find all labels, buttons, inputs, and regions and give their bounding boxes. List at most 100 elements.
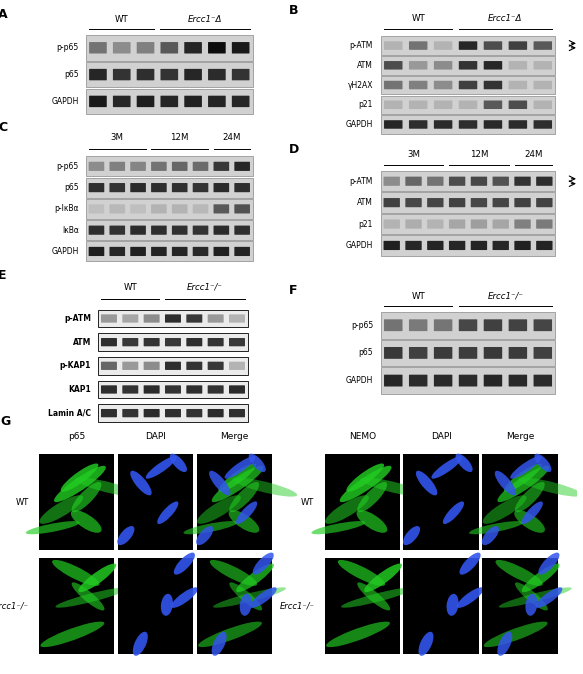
FancyBboxPatch shape — [459, 100, 477, 109]
Text: γH2AX: γH2AX — [347, 80, 373, 90]
Bar — [86, 220, 252, 240]
Ellipse shape — [249, 454, 266, 472]
FancyBboxPatch shape — [405, 241, 422, 250]
Ellipse shape — [213, 587, 286, 608]
Ellipse shape — [133, 632, 148, 656]
Ellipse shape — [447, 594, 459, 616]
FancyBboxPatch shape — [187, 338, 202, 346]
Text: DAPI: DAPI — [431, 432, 452, 441]
Bar — [482, 454, 558, 551]
Bar — [403, 454, 479, 551]
FancyBboxPatch shape — [160, 42, 178, 53]
FancyBboxPatch shape — [101, 386, 117, 394]
Text: 12M: 12M — [170, 133, 189, 142]
FancyBboxPatch shape — [533, 61, 552, 69]
FancyBboxPatch shape — [536, 177, 553, 186]
Ellipse shape — [340, 466, 392, 502]
FancyBboxPatch shape — [384, 61, 402, 69]
FancyBboxPatch shape — [384, 198, 400, 207]
FancyBboxPatch shape — [484, 319, 502, 331]
Bar — [381, 115, 555, 133]
Ellipse shape — [40, 621, 104, 647]
FancyBboxPatch shape — [449, 177, 465, 186]
FancyBboxPatch shape — [514, 220, 531, 228]
FancyBboxPatch shape — [434, 375, 452, 386]
FancyBboxPatch shape — [384, 177, 400, 186]
FancyBboxPatch shape — [130, 226, 146, 235]
FancyBboxPatch shape — [459, 375, 477, 386]
Bar — [86, 62, 252, 88]
FancyBboxPatch shape — [493, 177, 509, 186]
FancyBboxPatch shape — [459, 61, 477, 69]
Ellipse shape — [146, 456, 177, 479]
Ellipse shape — [229, 510, 259, 532]
Bar — [99, 404, 248, 422]
Ellipse shape — [525, 594, 538, 616]
FancyBboxPatch shape — [208, 314, 224, 323]
FancyBboxPatch shape — [110, 247, 125, 256]
Bar — [381, 193, 555, 213]
FancyBboxPatch shape — [508, 319, 527, 331]
FancyBboxPatch shape — [172, 247, 188, 256]
Bar — [196, 454, 272, 551]
Ellipse shape — [236, 563, 274, 592]
Ellipse shape — [326, 621, 390, 647]
FancyBboxPatch shape — [89, 247, 104, 256]
FancyBboxPatch shape — [384, 41, 402, 50]
Bar — [381, 75, 555, 94]
FancyBboxPatch shape — [384, 220, 400, 228]
FancyBboxPatch shape — [151, 247, 167, 256]
FancyBboxPatch shape — [470, 177, 487, 186]
FancyBboxPatch shape — [508, 61, 527, 69]
Ellipse shape — [497, 632, 512, 656]
Bar — [99, 334, 248, 351]
FancyBboxPatch shape — [184, 42, 202, 53]
FancyBboxPatch shape — [405, 198, 422, 207]
Ellipse shape — [117, 526, 135, 545]
Text: Merge: Merge — [506, 432, 534, 441]
Ellipse shape — [522, 501, 543, 524]
Ellipse shape — [498, 587, 572, 608]
FancyBboxPatch shape — [459, 319, 477, 331]
FancyBboxPatch shape — [89, 96, 107, 107]
FancyBboxPatch shape — [449, 220, 465, 228]
Bar — [381, 312, 555, 338]
FancyBboxPatch shape — [89, 204, 104, 214]
FancyBboxPatch shape — [143, 409, 160, 417]
FancyBboxPatch shape — [184, 96, 202, 107]
Ellipse shape — [250, 587, 277, 608]
Ellipse shape — [174, 553, 195, 575]
Text: A: A — [0, 8, 8, 22]
Text: NEMO: NEMO — [349, 432, 376, 441]
FancyBboxPatch shape — [484, 41, 502, 50]
Bar — [381, 367, 555, 394]
Text: E: E — [0, 269, 6, 282]
Ellipse shape — [240, 594, 252, 616]
FancyBboxPatch shape — [533, 319, 552, 331]
FancyBboxPatch shape — [160, 69, 178, 80]
Text: 24M: 24M — [223, 133, 241, 142]
FancyBboxPatch shape — [165, 314, 181, 323]
FancyBboxPatch shape — [193, 204, 208, 214]
Ellipse shape — [536, 587, 563, 608]
Ellipse shape — [72, 482, 101, 512]
FancyBboxPatch shape — [89, 183, 104, 192]
FancyBboxPatch shape — [484, 61, 502, 69]
Ellipse shape — [483, 495, 526, 524]
FancyBboxPatch shape — [484, 375, 502, 386]
FancyBboxPatch shape — [533, 100, 552, 109]
Bar — [86, 199, 252, 219]
Ellipse shape — [229, 582, 262, 611]
FancyBboxPatch shape — [165, 338, 181, 346]
FancyBboxPatch shape — [130, 183, 146, 192]
FancyBboxPatch shape — [409, 61, 427, 69]
Ellipse shape — [535, 454, 552, 472]
Text: 3M: 3M — [407, 150, 420, 159]
FancyBboxPatch shape — [110, 204, 125, 214]
Ellipse shape — [515, 582, 548, 611]
FancyBboxPatch shape — [409, 375, 427, 386]
FancyBboxPatch shape — [89, 226, 104, 235]
FancyBboxPatch shape — [213, 247, 229, 256]
Text: GAPDH: GAPDH — [346, 376, 373, 385]
Ellipse shape — [210, 560, 257, 586]
